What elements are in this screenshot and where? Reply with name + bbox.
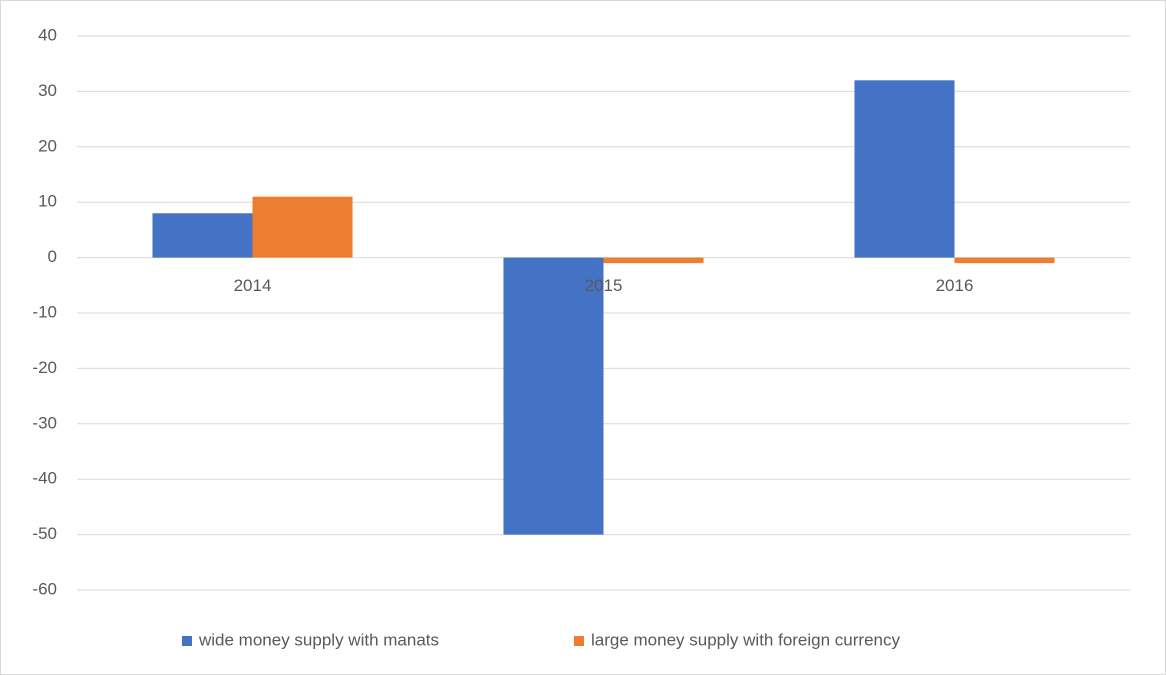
y-tick-label: -50 xyxy=(32,524,57,543)
bar xyxy=(854,80,955,258)
y-tick-label: -30 xyxy=(32,413,57,432)
y-tick-label: 20 xyxy=(38,136,57,155)
bar xyxy=(603,257,704,264)
bar xyxy=(954,257,1055,264)
x-tick-label: 2014 xyxy=(234,276,272,295)
bar xyxy=(503,257,604,535)
legend-label: large money supply with foreign currency xyxy=(591,630,900,649)
legend-label: wide money supply with manats xyxy=(198,630,439,649)
y-tick-label: 30 xyxy=(38,81,57,100)
legend-swatch xyxy=(182,636,192,646)
y-tick-label: 40 xyxy=(38,25,57,44)
y-tick-label: -20 xyxy=(32,358,57,377)
y-tick-label: 0 xyxy=(48,247,57,266)
bar xyxy=(252,196,353,258)
legend-swatch xyxy=(574,636,584,646)
bar xyxy=(152,213,253,258)
y-tick-label: -60 xyxy=(32,579,57,598)
y-tick-label: -10 xyxy=(32,302,57,321)
y-tick-label: -40 xyxy=(32,469,57,488)
y-tick-label: 10 xyxy=(38,192,57,211)
x-tick-label: 2015 xyxy=(585,276,623,295)
x-tick-label: 2016 xyxy=(936,276,974,295)
